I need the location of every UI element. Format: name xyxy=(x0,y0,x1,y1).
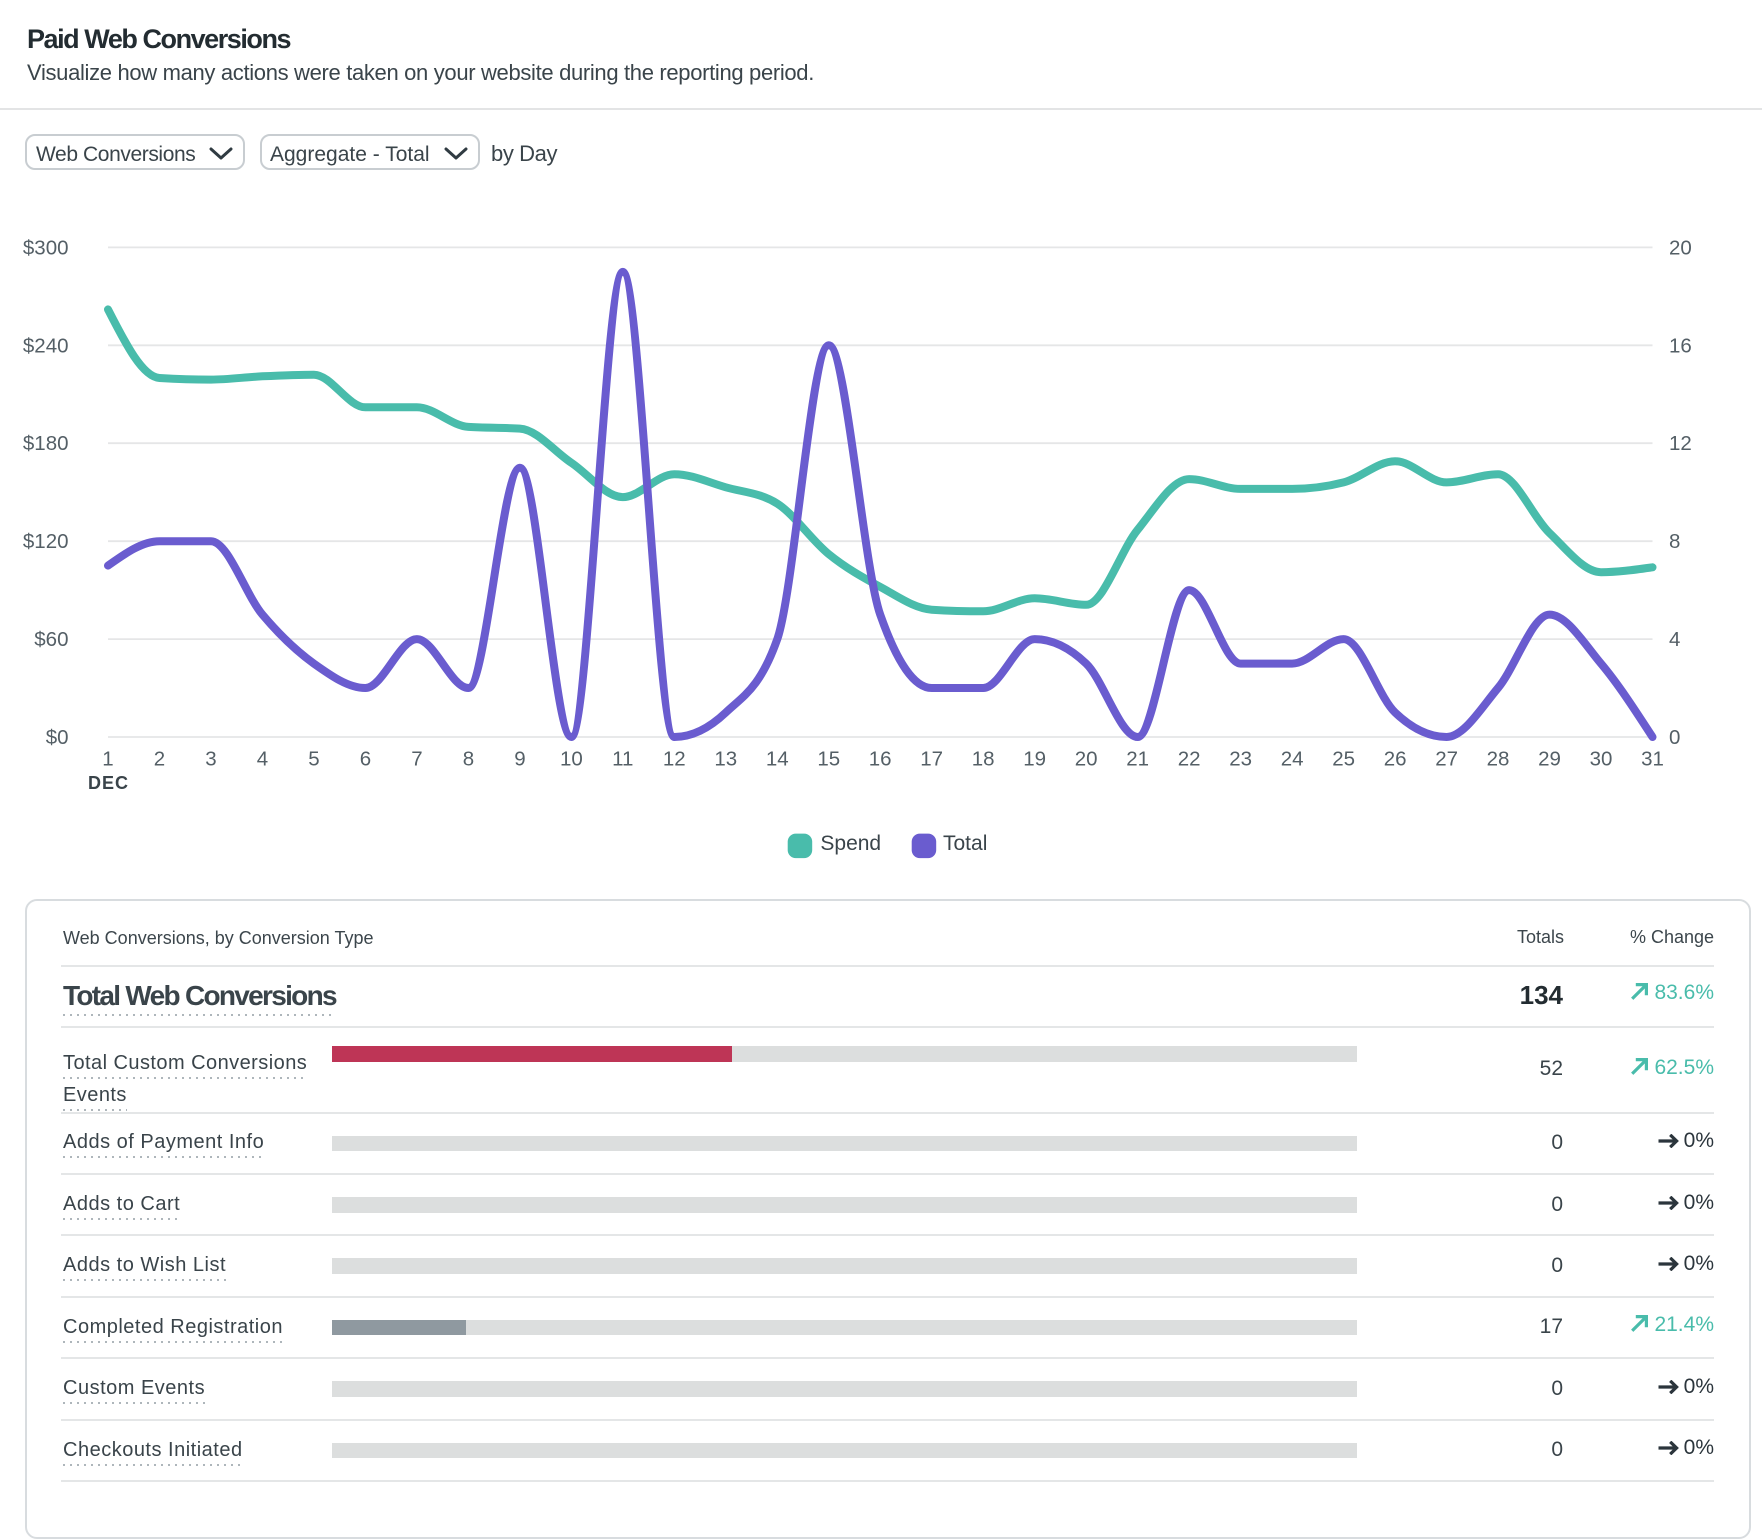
svg-text:$120: $120 xyxy=(23,530,69,553)
svg-text:21: 21 xyxy=(1126,748,1149,771)
svg-text:Spend: Spend xyxy=(820,832,881,855)
svg-text:30: 30 xyxy=(1590,748,1613,771)
svg-text:0: 0 xyxy=(1669,726,1680,749)
svg-text:$60: $60 xyxy=(34,628,68,651)
svg-text:16: 16 xyxy=(869,748,892,771)
svg-text:14: 14 xyxy=(766,748,789,771)
svg-text:8: 8 xyxy=(463,748,474,771)
svg-text:5: 5 xyxy=(308,748,319,771)
svg-text:20: 20 xyxy=(1075,748,1098,771)
svg-text:$0: $0 xyxy=(46,726,69,749)
svg-text:DEC: DEC xyxy=(88,773,129,793)
svg-text:7: 7 xyxy=(411,748,422,771)
svg-text:20: 20 xyxy=(1669,236,1692,259)
svg-text:19: 19 xyxy=(1023,748,1046,771)
svg-text:2: 2 xyxy=(154,748,165,771)
svg-text:4: 4 xyxy=(1669,628,1680,651)
svg-text:12: 12 xyxy=(663,748,686,771)
svg-text:28: 28 xyxy=(1487,748,1510,771)
svg-text:13: 13 xyxy=(714,748,737,771)
svg-text:$300: $300 xyxy=(23,236,69,259)
svg-text:18: 18 xyxy=(972,748,995,771)
svg-text:17: 17 xyxy=(920,748,943,771)
svg-text:25: 25 xyxy=(1332,748,1355,771)
svg-text:1: 1 xyxy=(102,748,113,771)
svg-text:$240: $240 xyxy=(23,334,69,357)
svg-text:8: 8 xyxy=(1669,530,1680,553)
svg-text:12: 12 xyxy=(1669,432,1692,455)
svg-text:10: 10 xyxy=(560,748,583,771)
svg-text:$180: $180 xyxy=(23,432,69,455)
svg-text:9: 9 xyxy=(514,748,525,771)
svg-text:26: 26 xyxy=(1384,748,1407,771)
svg-text:23: 23 xyxy=(1229,748,1252,771)
svg-text:31: 31 xyxy=(1641,748,1664,771)
svg-text:4: 4 xyxy=(257,748,268,771)
svg-text:15: 15 xyxy=(817,748,840,771)
svg-text:24: 24 xyxy=(1281,748,1304,771)
svg-text:16: 16 xyxy=(1669,334,1692,357)
svg-text:Total: Total xyxy=(943,832,987,855)
svg-text:27: 27 xyxy=(1435,748,1458,771)
svg-text:29: 29 xyxy=(1538,748,1561,771)
svg-text:6: 6 xyxy=(360,748,371,771)
svg-text:3: 3 xyxy=(205,748,216,771)
svg-text:22: 22 xyxy=(1178,748,1201,771)
svg-text:11: 11 xyxy=(612,748,633,771)
